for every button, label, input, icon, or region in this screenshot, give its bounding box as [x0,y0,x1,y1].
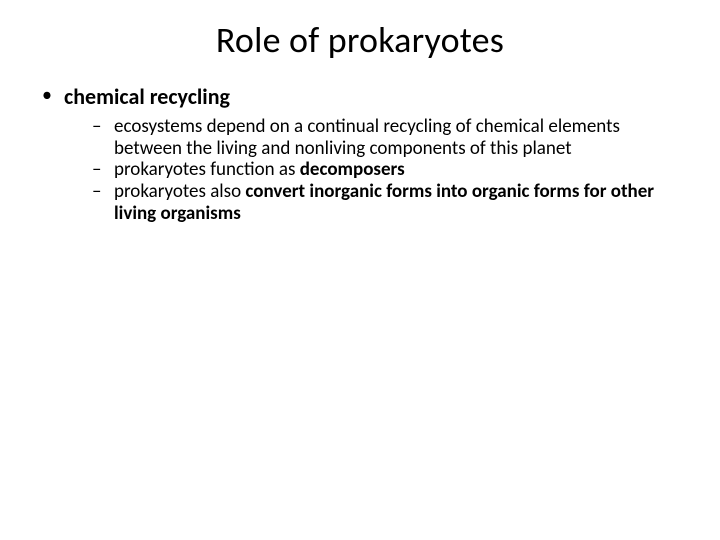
slide-title: Role of prokaryotes [30,18,690,62]
segment: ecosystems depend on a continual recycli… [114,115,620,160]
slide-container: Role of prokaryotes chemical recycling e… [0,0,720,540]
list-item-level2: ecosystems depend on a continual recycli… [92,116,690,159]
list-item-level1: chemical recycling ecosystems depend on … [40,84,690,224]
list-item-level2: prokaryotes function as decomposers [92,159,690,181]
segment-bold: decomposers [300,158,405,181]
list-item-level2: prokaryotes also convert inorganic forms… [92,181,690,224]
bullet-list-level2: ecosystems depend on a continual recycli… [64,116,690,224]
level1-text: chemical recycling [64,83,230,110]
bullet-list-level1: chemical recycling ecosystems depend on … [30,84,690,224]
segment: prokaryotes also [114,180,245,203]
segment: prokaryotes function as [114,158,300,181]
